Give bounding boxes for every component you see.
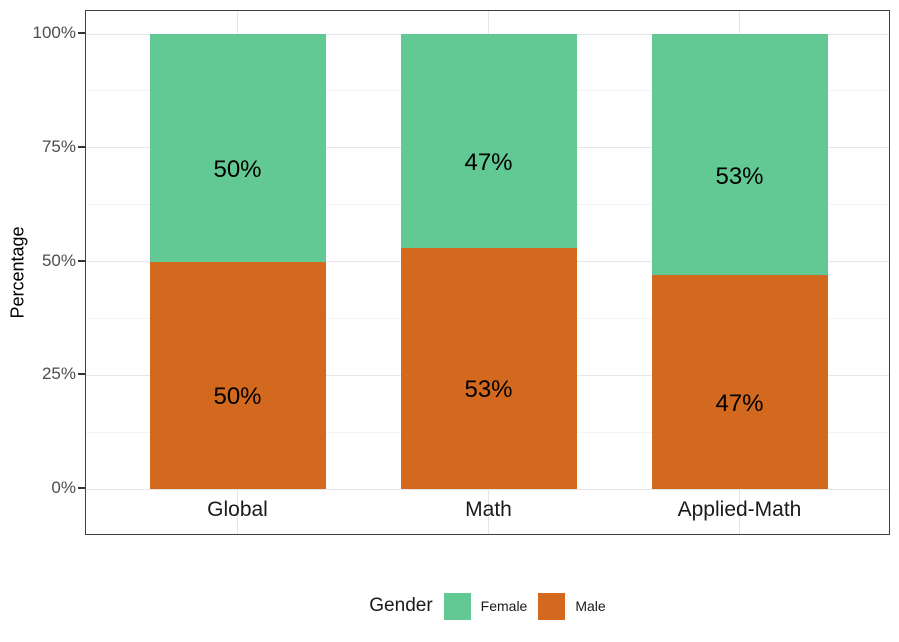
legend-swatch-male <box>538 592 566 620</box>
bar-value-label-male: 50% <box>213 383 262 411</box>
legend-swatch-female <box>443 592 471 620</box>
bar-value-label-female: 50% <box>213 155 262 183</box>
bar-segment-female <box>651 34 828 276</box>
y-tick-label: 100% <box>32 23 76 42</box>
bar-applied-math: 53% 47% <box>651 34 828 489</box>
legend-label-female: Female <box>480 598 528 614</box>
y-tick-mark <box>78 259 85 262</box>
legend-item-male: Male <box>538 592 606 620</box>
x-axis-label: Global <box>207 498 268 521</box>
y-tick-label: 75% <box>41 136 76 156</box>
bar-segment-male <box>149 261 326 489</box>
x-axis-label: Applied-Math <box>677 498 802 521</box>
y-axis-title-text: Percentage <box>7 226 28 319</box>
bar-segment-male <box>400 247 577 489</box>
bar-segment-male <box>651 275 828 489</box>
bar-value-label-female: 53% <box>715 162 764 190</box>
legend-title: Gender <box>369 595 433 616</box>
bar-global: 50% 50% <box>149 34 326 489</box>
bar-value-label-female: 47% <box>464 148 513 176</box>
legend: Gender Female Male <box>85 585 890 627</box>
y-axis-title: Percentage <box>0 10 36 535</box>
bar-math: 47% 53% <box>400 34 577 489</box>
y-tick-label: 0% <box>51 478 76 497</box>
y-tick-label: 25% <box>41 364 76 384</box>
y-tick-mark <box>78 145 85 148</box>
legend-label-male: Male <box>575 598 606 614</box>
y-tick-label: 50% <box>41 250 76 270</box>
bar-segment-female <box>400 34 577 248</box>
bar-segment-female <box>149 34 326 262</box>
legend-item-female: Female <box>443 592 528 620</box>
x-axis-label: Math <box>465 498 512 521</box>
plot-panel: 50% 50% Global 47% 53% Math 53% 47% Applied-Math <box>85 10 890 535</box>
y-tick-mark <box>78 32 85 34</box>
y-tick-mark <box>78 487 85 489</box>
gridline-major <box>86 488 889 490</box>
y-tick-mark <box>78 373 85 376</box>
bar-value-label-male: 47% <box>715 390 764 418</box>
bar-value-label-male: 53% <box>464 376 513 404</box>
